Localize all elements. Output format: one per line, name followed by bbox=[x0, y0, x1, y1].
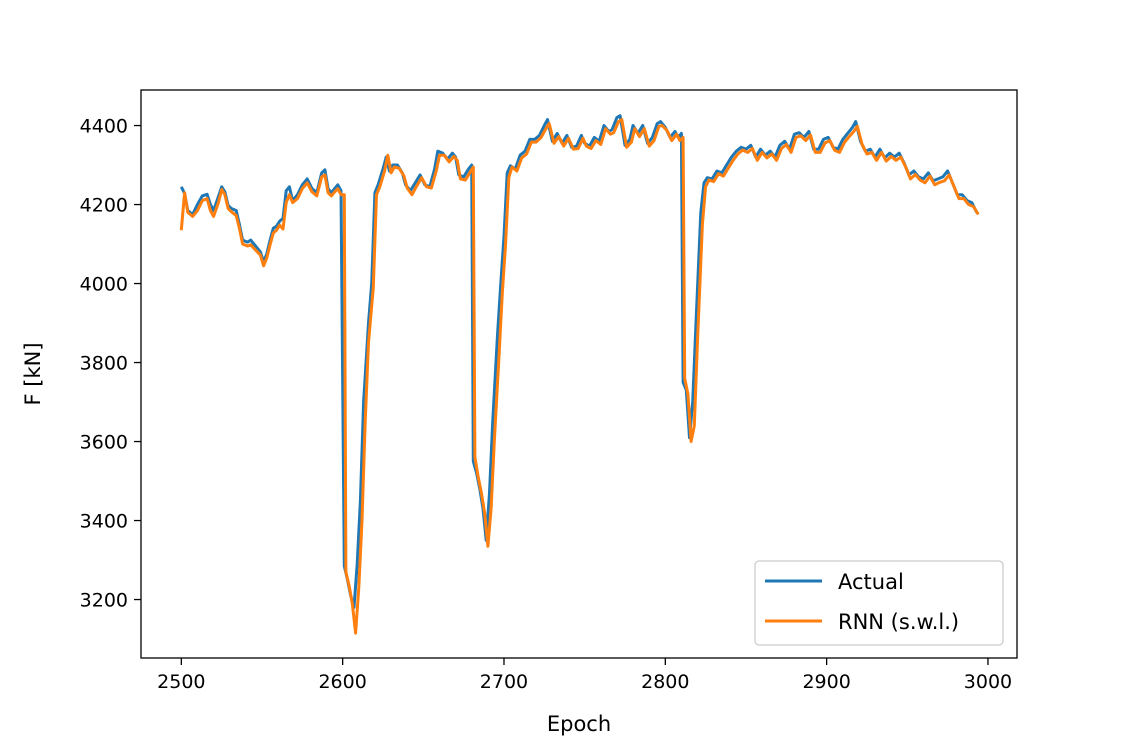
y-tick-label: 4400 bbox=[80, 116, 128, 138]
x-tick-label: 2500 bbox=[157, 671, 205, 693]
x-axis-label: Epoch bbox=[547, 712, 611, 736]
y-tick-label: 3600 bbox=[80, 432, 128, 454]
y-axis-label: F [kN] bbox=[21, 342, 45, 405]
series-line-actual bbox=[179, 114, 979, 609]
y-tick-label: 3800 bbox=[80, 353, 128, 375]
x-tick-label: 2900 bbox=[802, 671, 850, 693]
y-tick-label: 3200 bbox=[80, 590, 128, 612]
y-tick-label: 3400 bbox=[80, 511, 128, 533]
legend-label-actual: Actual bbox=[838, 570, 904, 594]
plot-frame bbox=[140, 89, 1018, 659]
legend: Actual RNN (s.w.l.) bbox=[754, 560, 1004, 646]
legend-label-rnn: RNN (s.w.l.) bbox=[838, 610, 959, 634]
x-tick-label: 2800 bbox=[641, 671, 689, 693]
x-tick-label: 2700 bbox=[480, 671, 528, 693]
y-axis-ticks: 3200 3400 3600 3800 4000 4200 4400 bbox=[80, 116, 141, 612]
x-tick-label: 2600 bbox=[318, 671, 366, 693]
y-tick-label: 4200 bbox=[80, 195, 128, 217]
x-tick-label: 3000 bbox=[964, 671, 1012, 693]
series-line-rnn bbox=[179, 118, 980, 635]
y-tick-label: 4000 bbox=[80, 274, 128, 296]
series-layer bbox=[179, 114, 980, 635]
x-axis-ticks: 2500 2600 2700 2800 2900 3000 bbox=[157, 658, 1012, 693]
